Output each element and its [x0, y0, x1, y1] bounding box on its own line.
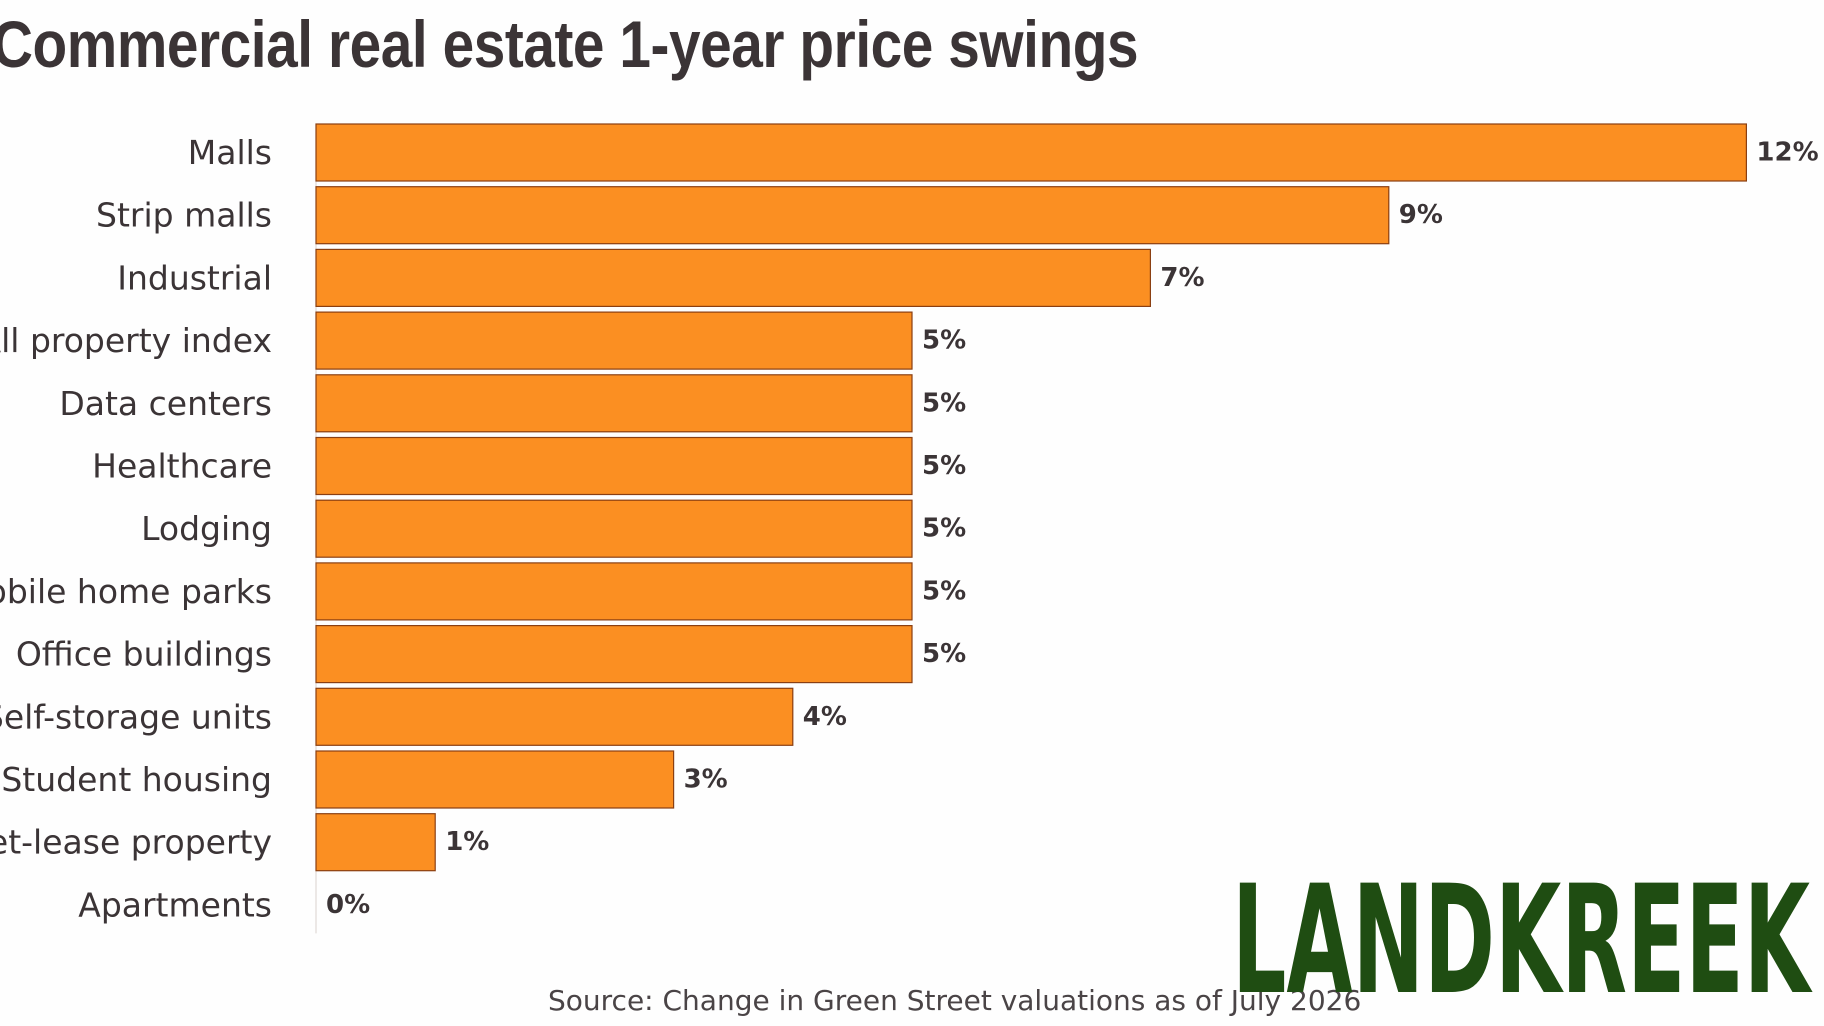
value-label: 12% [1756, 138, 1818, 168]
bar [315, 687, 794, 746]
bar-chart: Malls Strip malls Industrial All property i… [0, 123, 1819, 934]
value-label: 7% [1160, 263, 1204, 293]
bar [315, 374, 913, 433]
bar [315, 499, 913, 558]
bar [315, 123, 1748, 182]
value-label: 9% [1399, 200, 1443, 230]
category-label: All property index [0, 321, 272, 360]
category-label: Apartments [78, 885, 272, 924]
value-label: 5% [922, 326, 966, 356]
bar [315, 750, 675, 809]
value-label: 0% [326, 890, 370, 920]
bar [315, 624, 913, 684]
category-label: Healthcare [92, 447, 272, 486]
category-label: Self-storage units [0, 697, 272, 736]
bar [315, 813, 436, 872]
chart-title: Commercial real estate 1-year price swin… [0, 7, 1139, 81]
logo-text: LANDKREEK [1232, 854, 1813, 1000]
category-label: Net-lease property [0, 823, 272, 862]
source-note: Source: Change in Green Street valuation… [548, 984, 1362, 1017]
category-label: Mobile home parks [0, 572, 272, 611]
value-label: 1% [445, 827, 489, 857]
value-label: 5% [922, 451, 966, 481]
bar [315, 436, 913, 496]
bar [315, 562, 913, 621]
landkreek-logo: LANDKREEK [1232, 854, 1813, 1000]
value-label: 5% [922, 639, 966, 669]
category-label: Malls [188, 133, 272, 172]
category-label: Strip malls [96, 196, 272, 235]
category-label: Office buildings [16, 635, 272, 674]
value-label: 5% [922, 388, 966, 418]
category-label: Student housing [1, 760, 272, 799]
value-label: 3% [684, 765, 728, 795]
bar [315, 311, 913, 370]
category-label: Data centers [59, 384, 272, 423]
category-label: Industrial [117, 258, 272, 297]
bar [315, 248, 1152, 307]
category-label: Lodging [141, 509, 272, 548]
value-label: 5% [922, 576, 966, 606]
value-label: 5% [922, 514, 966, 544]
bar [315, 186, 1390, 245]
value-label: 4% [803, 702, 847, 732]
